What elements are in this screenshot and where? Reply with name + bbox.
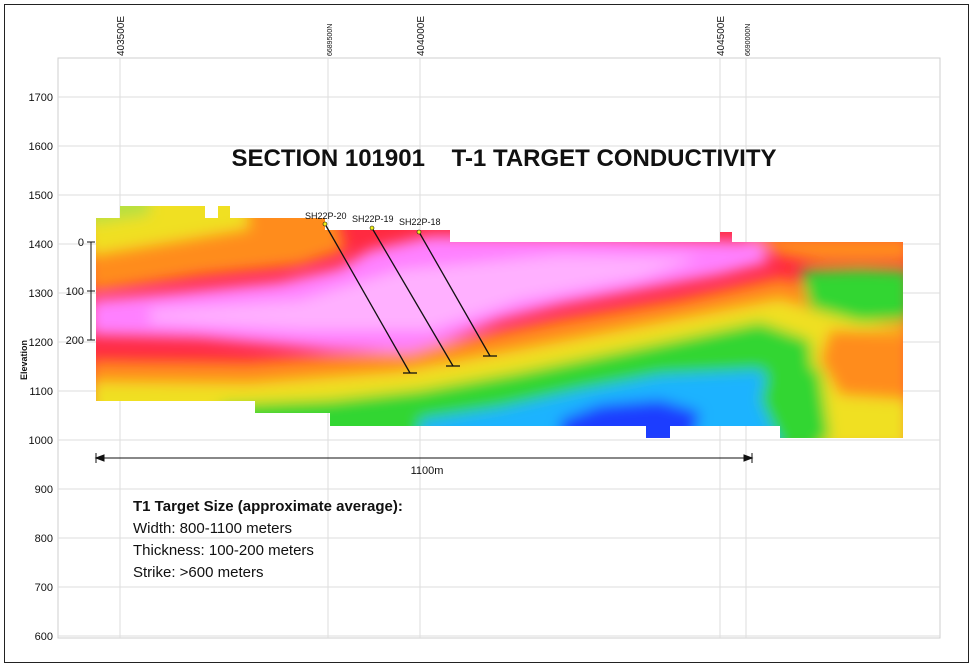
elevation-tick-1100: 1100 [29, 386, 53, 398]
summary-width: Width: 800-1100 meters [133, 520, 292, 537]
elevation-tick-700: 700 [35, 582, 53, 594]
section-title: SECTION 101901 T-1 TARGET CONDUCTIVITY [232, 145, 777, 172]
drill-collar-icon [322, 221, 328, 227]
figure-frame [4, 4, 969, 663]
elevation-tick-1300: 1300 [29, 288, 53, 300]
northing-label-6689500: 6689500N [327, 24, 334, 56]
drill-hole-label-sh22p-20: SH22P-20 [305, 211, 347, 221]
summary-strike: Strike: >600 meters [133, 564, 264, 581]
easting-label-403500: 403500E [116, 16, 127, 56]
depth-axis: 0 100 200 [66, 237, 95, 347]
elevation-tick-labels: 1700 1600 1500 1400 1300 1200 1100 1000 900 800 70… [29, 92, 53, 643]
target-size-summary: T1 Target Size (approximate average): Wi… [133, 496, 403, 584]
elevation-tick-1700: 1700 [29, 92, 53, 104]
drill-collar-icon [369, 225, 375, 231]
elevation-tick-1600: 1600 [29, 141, 53, 153]
drill-hole-label-sh22p-18: SH22P-18 [399, 217, 441, 227]
scale-bar [94, 453, 754, 463]
elevation-tick-1400: 1400 [29, 239, 53, 251]
elevation-tick-800: 800 [35, 533, 53, 545]
elevation-tick-1200: 1200 [29, 337, 53, 349]
depth-tick-100: 100 [66, 286, 84, 298]
y-axis-label: Elevation [19, 340, 29, 380]
easting-label-404000: 404000E [416, 16, 427, 56]
depth-tick-0: 0 [78, 237, 84, 249]
elevation-tick-1000: 1000 [29, 435, 53, 447]
drill-hole-traces [324, 223, 497, 374]
elevation-tick-900: 900 [35, 484, 53, 496]
drill-hole-label-sh22p-19: SH22P-19 [352, 214, 394, 224]
scale-bar-label: 1100m [411, 465, 444, 477]
drill-collar-icon [416, 229, 422, 235]
easting-label-404500: 404500E [716, 16, 727, 56]
depth-tick-200: 200 [66, 335, 84, 347]
summary-heading: T1 Target Size (approximate average): [133, 498, 403, 515]
conductivity-section [96, 206, 903, 438]
elevation-tick-600: 600 [35, 631, 53, 643]
elevation-tick-1500: 1500 [29, 190, 53, 202]
northing-label-6690000: 6690000N [745, 24, 752, 56]
summary-thickness: Thickness: 100-200 meters [133, 542, 314, 559]
